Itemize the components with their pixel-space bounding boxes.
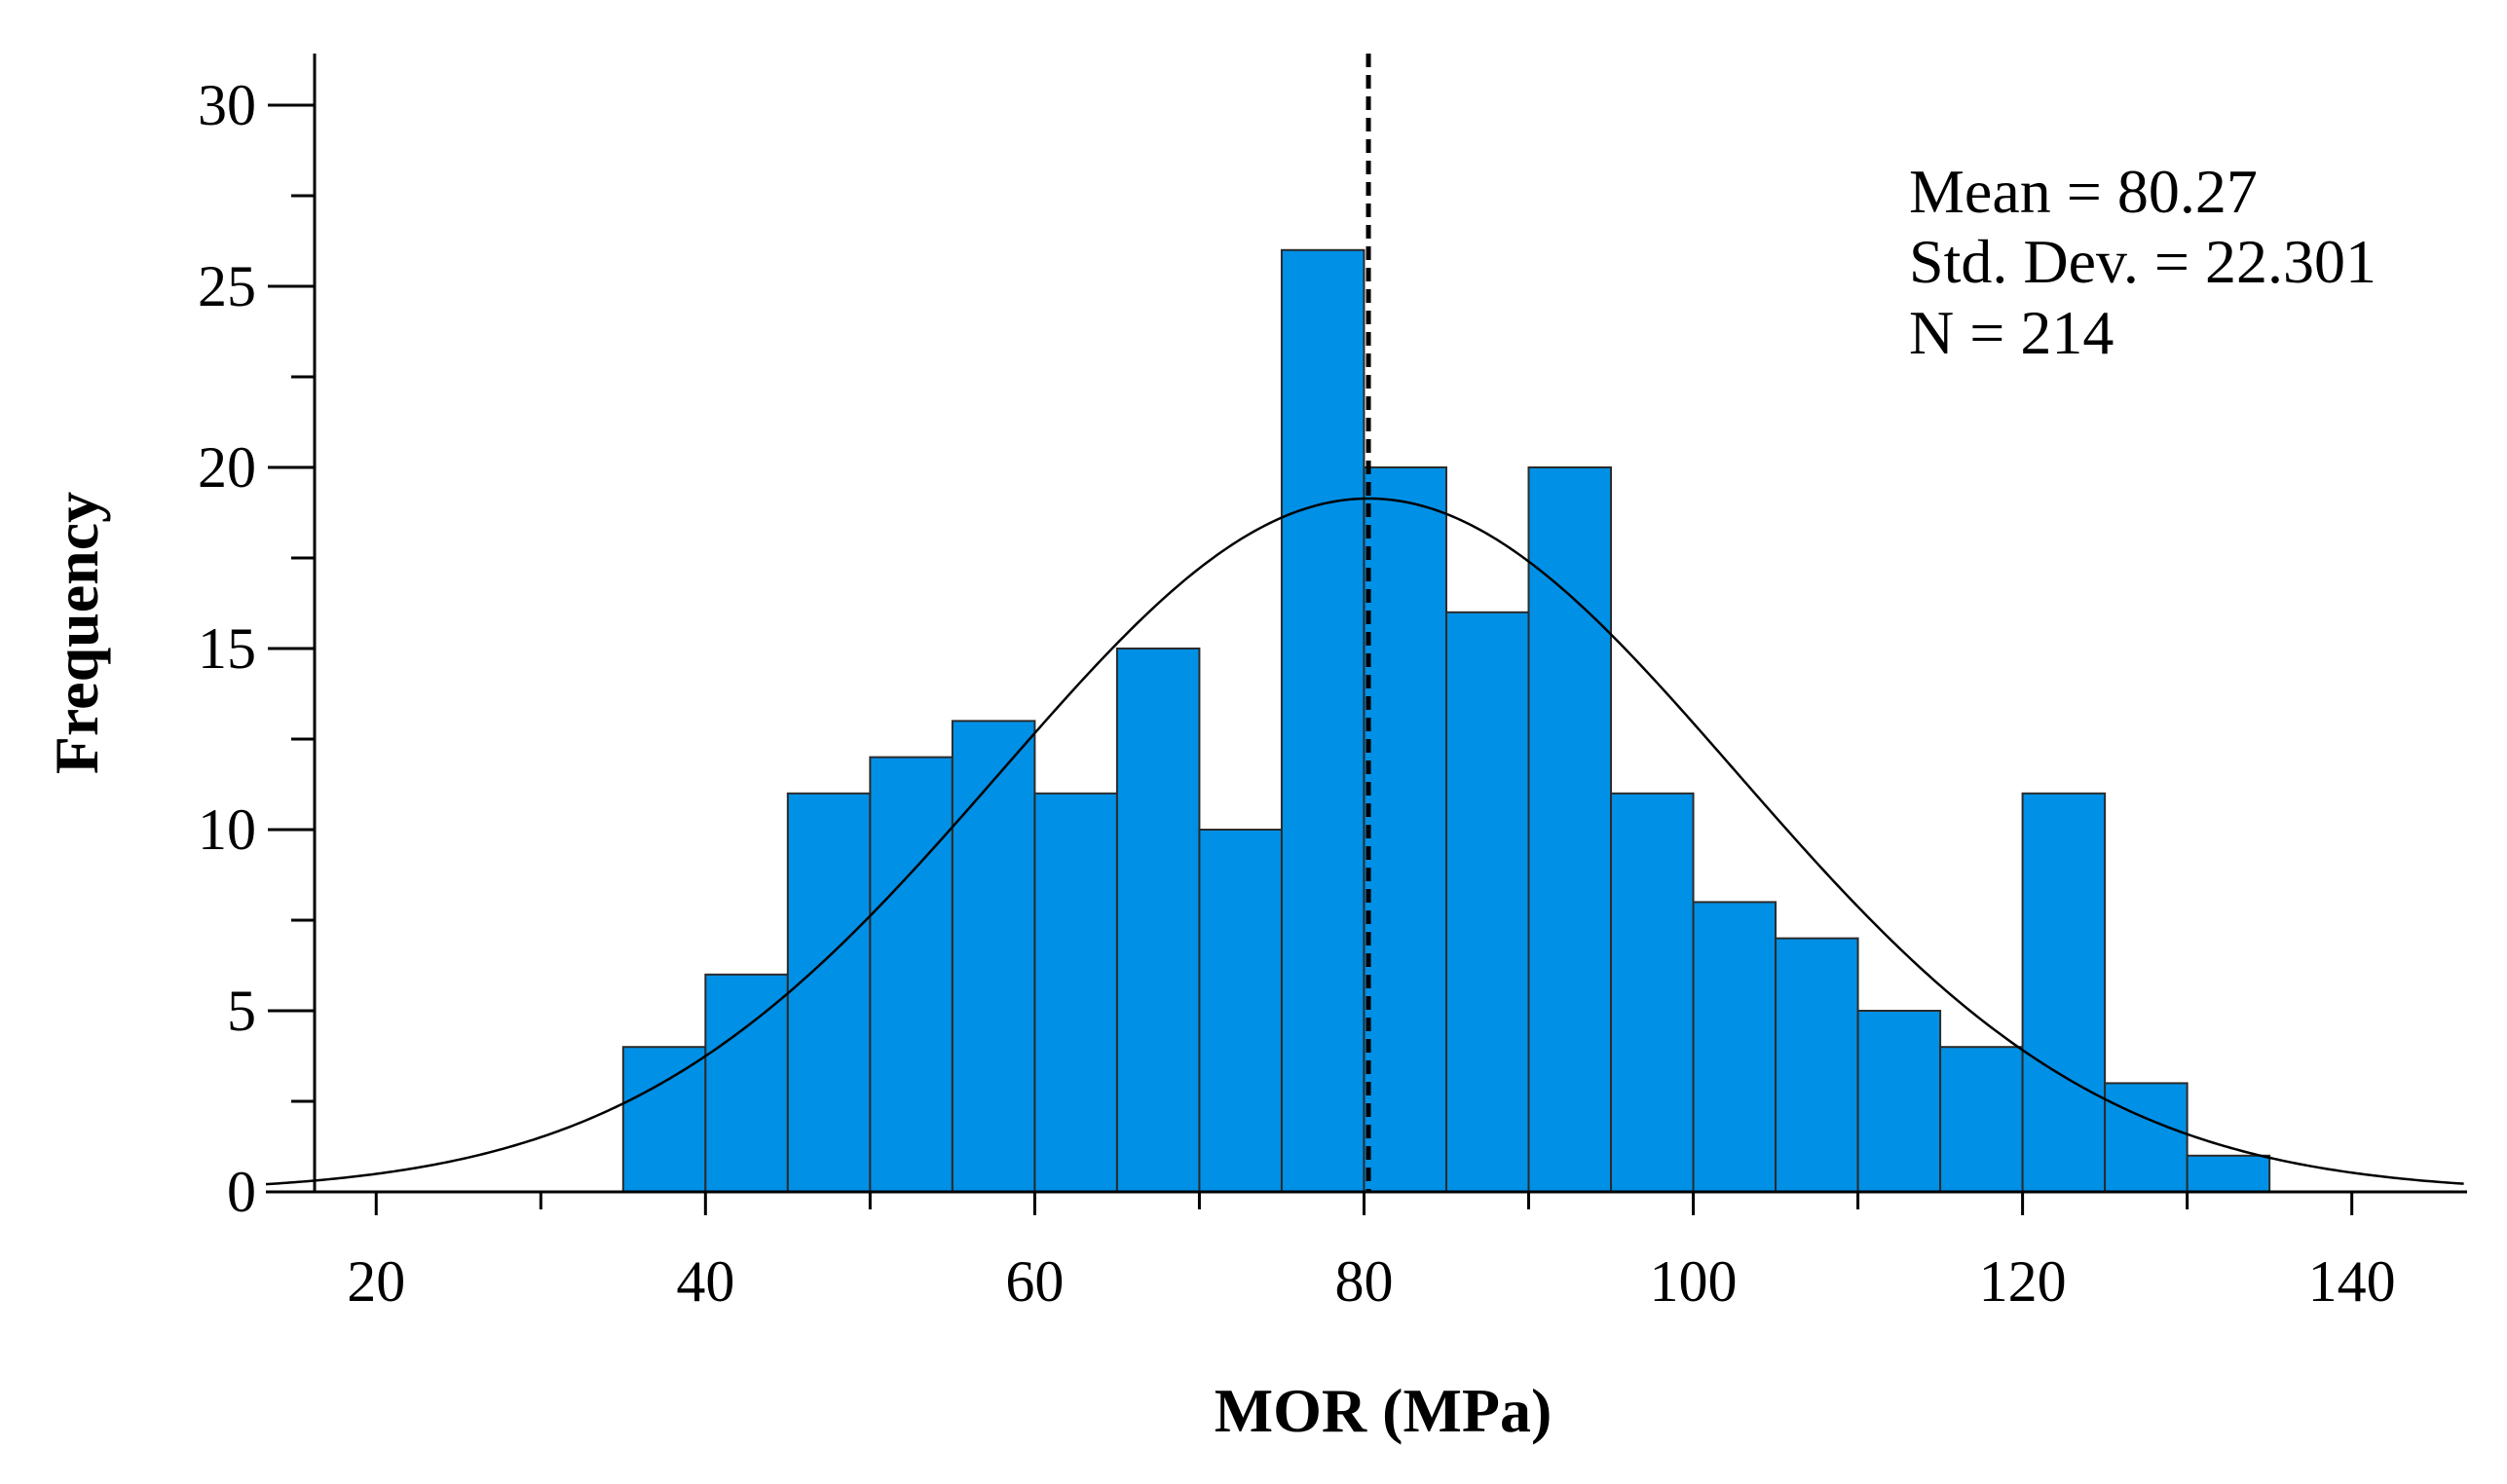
histogram-bar-20 bbox=[2186, 1154, 2271, 1194]
stats-mean: Mean = 80.27 bbox=[1909, 157, 2258, 226]
y-tick-label-20: 20 bbox=[198, 435, 256, 500]
stats-n: N = 214 bbox=[1909, 298, 2114, 367]
histogram-bar-3 bbox=[786, 792, 872, 1193]
x-tick-label-40: 40 bbox=[676, 1249, 734, 1314]
x-tick-label-140: 140 bbox=[2308, 1249, 2396, 1314]
x-tick-label-60: 60 bbox=[1005, 1249, 1064, 1314]
histogram-bar-6 bbox=[1033, 792, 1118, 1193]
histogram-bar-11 bbox=[1444, 611, 1530, 1193]
labels-layer: MOR (MPa) Frequency Mean = 80.27 Std. De… bbox=[42, 157, 2376, 1445]
y-tick-label-15: 15 bbox=[198, 616, 256, 681]
y-tick-label-30: 30 bbox=[198, 73, 256, 137]
histogram-bar-8 bbox=[1198, 829, 1283, 1193]
y-tick-label-25: 25 bbox=[198, 254, 256, 318]
histogram-bar-5 bbox=[951, 720, 1036, 1194]
histogram-bar-16 bbox=[1856, 1010, 1942, 1193]
histogram-bar-19 bbox=[2104, 1082, 2189, 1194]
x-tick-label-20: 20 bbox=[347, 1249, 405, 1314]
histogram-bar-2 bbox=[704, 973, 789, 1193]
x-tick-label-80: 80 bbox=[1334, 1249, 1393, 1314]
histogram-bar-13 bbox=[1610, 792, 1695, 1193]
y-tick-label-0: 0 bbox=[227, 1160, 256, 1224]
histogram-bar-15 bbox=[1775, 937, 1859, 1193]
histogram-bar-4 bbox=[869, 756, 954, 1193]
histogram-bar-14 bbox=[1692, 901, 1777, 1194]
y-axis-title: Frequency bbox=[42, 492, 111, 774]
x-tick-label-100: 100 bbox=[1650, 1249, 1738, 1314]
histogram-bar-1 bbox=[621, 1046, 707, 1193]
x-axis-title: MOR (MPa) bbox=[1215, 1376, 1553, 1445]
curve-layer bbox=[265, 54, 2464, 1192]
histogram-bar-7 bbox=[1115, 648, 1201, 1193]
histogram-bar-12 bbox=[1527, 466, 1613, 1193]
y-tick-label-5: 5 bbox=[227, 979, 256, 1043]
histogram-bar-17 bbox=[1939, 1046, 2024, 1193]
bars-layer bbox=[621, 248, 2271, 1194]
histogram-bar-9 bbox=[1280, 248, 1366, 1193]
y-tick-label-10: 10 bbox=[198, 798, 256, 862]
normal-curve bbox=[265, 497, 2464, 1186]
axes-layer: 0 5 10 15 20 25 30 20 40 60 80 100 120 140 bbox=[198, 54, 2467, 1314]
stats-std-dev: Std. Dev. = 22.301 bbox=[1909, 227, 2376, 296]
histogram-bar-18 bbox=[2021, 792, 2107, 1193]
x-tick-label-120: 120 bbox=[1979, 1249, 2067, 1314]
histogram-bar-10 bbox=[1363, 466, 1447, 1193]
